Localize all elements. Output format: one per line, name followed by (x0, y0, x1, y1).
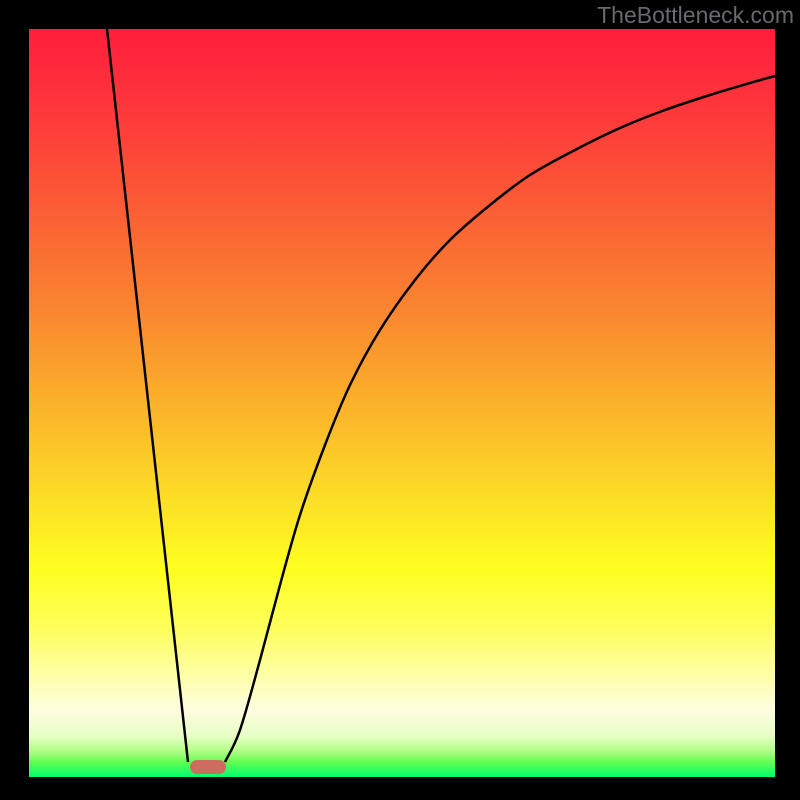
optimal-marker (190, 760, 226, 774)
plot-background (29, 29, 775, 777)
watermark-text: TheBottleneck.com (597, 2, 794, 29)
chart-svg (0, 0, 800, 800)
chart-container: TheBottleneck.com (0, 0, 800, 800)
